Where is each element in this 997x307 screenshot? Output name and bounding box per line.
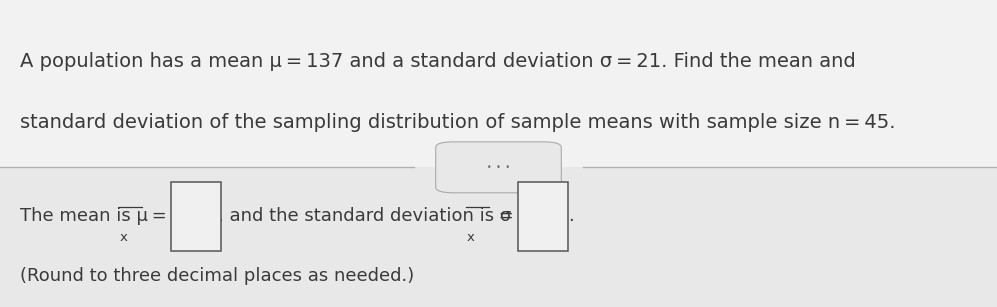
Text: The mean is μ: The mean is μ — [20, 208, 148, 225]
Text: =: = — [146, 208, 166, 225]
Text: .: . — [568, 208, 573, 225]
Text: , and the standard deviation is σ: , and the standard deviation is σ — [218, 208, 511, 225]
Text: x: x — [467, 231, 475, 244]
FancyBboxPatch shape — [436, 142, 561, 193]
FancyBboxPatch shape — [171, 182, 221, 251]
Bar — [0, 0, 997, 167]
Text: (Round to three decimal places as needed.): (Round to three decimal places as needed… — [20, 267, 414, 285]
Text: •  •  •: • • • — [487, 163, 510, 172]
Text: standard deviation of the sampling distribution of sample means with sample size: standard deviation of the sampling distr… — [20, 113, 895, 132]
Text: =: = — [493, 208, 513, 225]
Bar — [0, 167, 997, 307]
FancyBboxPatch shape — [518, 182, 568, 251]
Text: A population has a mean μ = 137 and a standard deviation σ = 21. Find the mean a: A population has a mean μ = 137 and a st… — [20, 52, 855, 71]
Text: x: x — [120, 231, 128, 244]
